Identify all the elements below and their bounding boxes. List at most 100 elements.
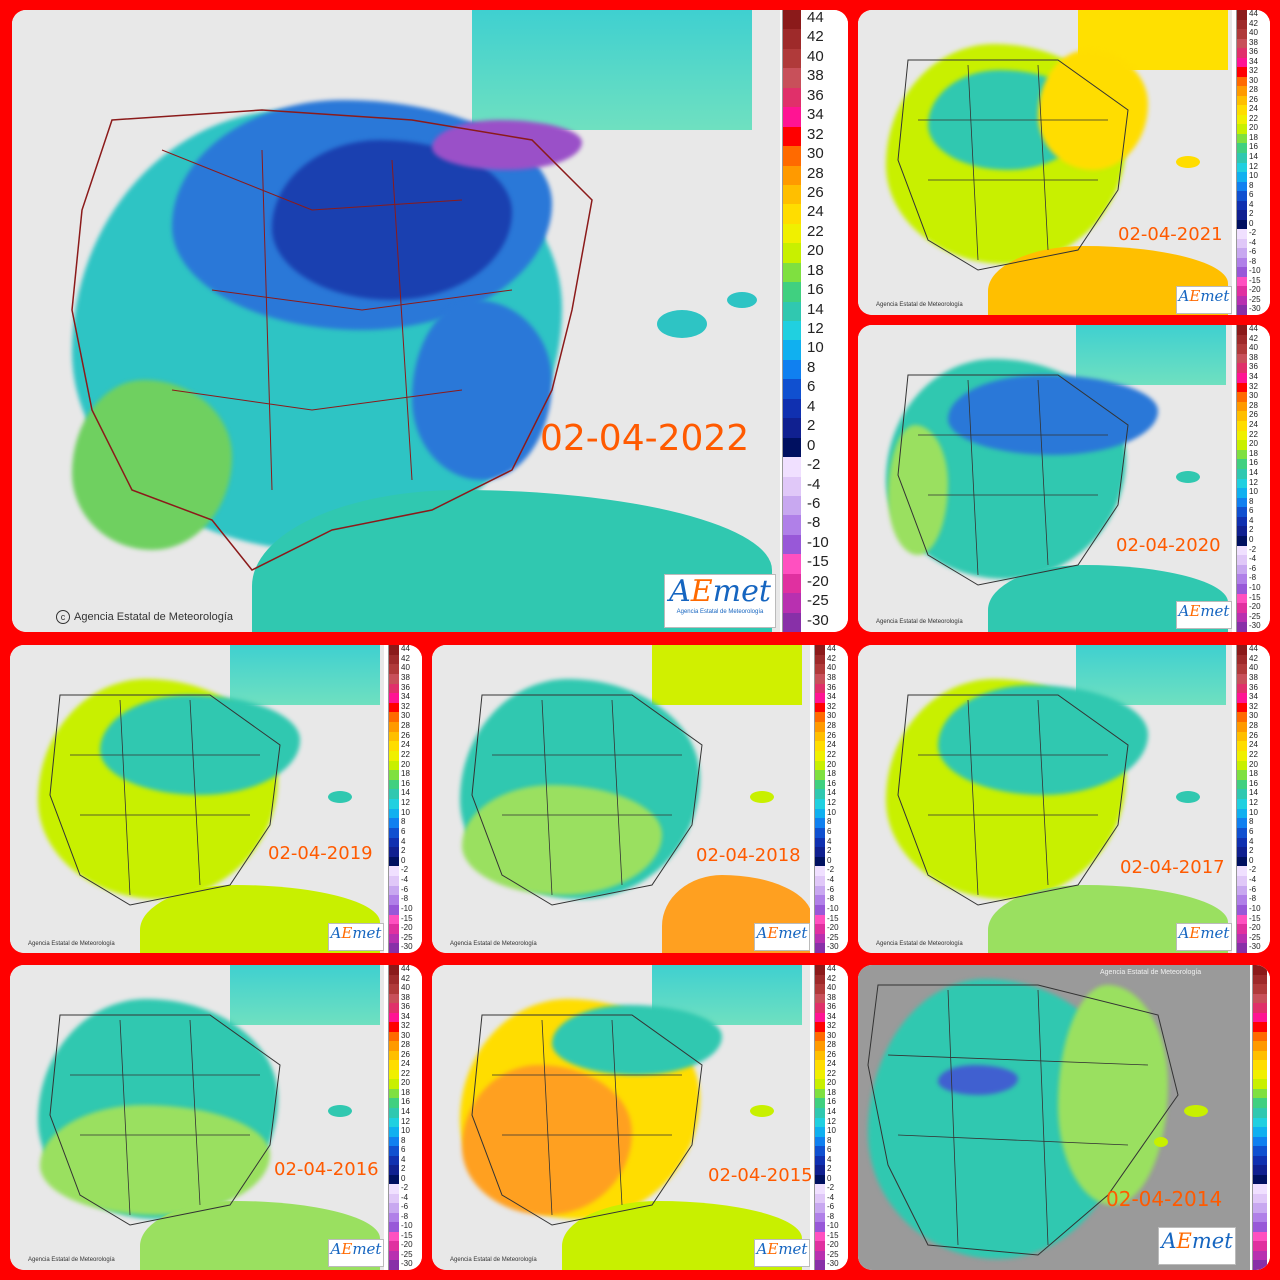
legend-swatch xyxy=(1237,904,1247,915)
legend-tick-label: -4 xyxy=(1249,875,1257,884)
legend-tick-label: 38 xyxy=(401,672,410,682)
legend-tick-label: 40 xyxy=(1249,343,1258,353)
legend-tick-label: 6 xyxy=(827,826,832,836)
legend-swatch xyxy=(389,818,399,829)
legend-swatch xyxy=(1237,19,1247,30)
legend-tick-label: 2 xyxy=(827,1164,832,1174)
province-borders xyxy=(49,1014,281,1226)
legend-tick-label: 0 xyxy=(827,855,832,865)
legend-tick-label: 30 xyxy=(1249,75,1258,85)
legend-tick-label: 22 xyxy=(827,749,836,759)
legend-swatch xyxy=(815,914,825,925)
legend-swatch xyxy=(815,1203,825,1214)
balearic-island xyxy=(328,1105,352,1117)
legend-swatch xyxy=(783,398,801,419)
legend-tick-label: -4 xyxy=(401,1192,409,1202)
legend-tick-label: 16 xyxy=(827,1097,836,1107)
temperature-legend: 44 42 40 38 36 34 32 30 28 26 24 22 20 18 16 14 12 10 8 6 4 2… xyxy=(388,645,422,953)
legend-tick-label: 18 xyxy=(1249,448,1258,458)
legend-swatch xyxy=(1237,257,1247,268)
temperature-legend: 44 42 40 38 36 34 32 30 28 26 24 22 20 18 16 14 12 10 8 6 4 2… xyxy=(1236,10,1270,315)
legend-tick-label: -15 xyxy=(1249,275,1261,285)
legend-swatch xyxy=(1237,267,1247,278)
legend-swatch xyxy=(1253,1165,1267,1176)
legend-swatch xyxy=(1237,664,1247,675)
legend-swatch xyxy=(389,683,399,694)
temperature-area xyxy=(432,120,582,170)
map-panel-2019: Agencia Estatal de Meteorología AEmet 02… xyxy=(10,645,422,953)
legend-swatch xyxy=(389,799,399,809)
legend-swatch xyxy=(783,243,801,264)
legend-swatch xyxy=(389,693,399,704)
legend-swatch xyxy=(389,1031,399,1042)
legend-swatch xyxy=(1237,779,1247,790)
legend-tick-label: 44 xyxy=(827,645,836,653)
legend-tick-label: 44 xyxy=(1249,10,1258,18)
temperature-area xyxy=(462,785,662,895)
legend-tick-label: 10 xyxy=(807,339,824,357)
legend-tick-label: 24 xyxy=(827,740,836,750)
legend-swatch xyxy=(1237,516,1247,527)
map-panel-2021: Agencia Estatal de Meteorología AEmet 02… xyxy=(858,10,1270,315)
legend-swatch xyxy=(815,770,825,781)
legend-swatch xyxy=(1237,712,1247,723)
legend-tick-label: 26 xyxy=(1249,410,1258,420)
temperature-area xyxy=(938,685,1148,795)
legend-tick-label: 44 xyxy=(1249,645,1258,653)
legend-tick-label: 28 xyxy=(827,721,836,730)
aemet-logo: AEmet xyxy=(1176,923,1232,951)
legend-swatch xyxy=(389,1003,399,1014)
temperature-area xyxy=(72,380,232,550)
legend-tick-label: 10 xyxy=(401,807,410,817)
legend-tick-label: 6 xyxy=(401,1145,406,1155)
temperature-area xyxy=(462,1065,632,1215)
copyright-credit: Agencia Estatal de Meteorología xyxy=(876,302,963,308)
legend-tick-label: -20 xyxy=(401,923,413,933)
legend-tick-label: 18 xyxy=(1249,132,1258,142)
legend-tick-label: 8 xyxy=(827,817,832,827)
legend-swatch xyxy=(389,654,399,665)
legend-swatch xyxy=(783,457,801,478)
legend-swatch xyxy=(815,789,825,800)
legend-tick-label: -15 xyxy=(827,1230,839,1240)
legend-swatch xyxy=(1237,468,1247,479)
legend-swatch xyxy=(1237,210,1247,221)
legend-swatch xyxy=(1253,1003,1267,1014)
legend-swatch xyxy=(1237,760,1247,771)
legend-swatch xyxy=(815,1060,825,1071)
province-borders xyxy=(867,984,1179,1256)
aemet-logo: AEmet xyxy=(754,1239,810,1267)
legend-swatch xyxy=(1253,1127,1267,1138)
legend-tick-label: 38 xyxy=(807,67,824,85)
copyright-credit: Agencia Estatal de Meteorología xyxy=(876,941,963,947)
legend-tick-label: 42 xyxy=(1249,333,1258,343)
legend-swatch xyxy=(815,1155,825,1166)
legend-tick-label: -30 xyxy=(1249,942,1261,952)
legend-swatch xyxy=(1253,1069,1267,1080)
legend-swatch xyxy=(1253,974,1267,985)
legend-swatch xyxy=(1237,430,1247,441)
copyright-credit: Agencia Estatal de Meteorología xyxy=(876,619,963,625)
legend-tick-label: 2 xyxy=(401,846,406,856)
legend-tick-label: -2 xyxy=(1249,228,1257,238)
balearic-island xyxy=(727,292,757,308)
map-panel-2014: Agencia Estatal de Meteorología AEmet 02… xyxy=(858,965,1270,1270)
sea-area xyxy=(472,10,752,130)
legend-swatch xyxy=(389,1107,399,1118)
legend-swatch xyxy=(783,379,801,400)
legend-swatch xyxy=(1237,799,1247,809)
legend-tick-label: 38 xyxy=(401,992,410,1002)
legend-swatch xyxy=(815,866,825,877)
legend-tick-label: 4 xyxy=(1249,836,1254,846)
legend-tick-label: 30 xyxy=(1249,711,1258,721)
legend-tick-label: 44 xyxy=(827,965,836,973)
legend-swatch xyxy=(1253,1193,1267,1204)
legend-swatch xyxy=(783,126,801,147)
legend-swatch xyxy=(1237,95,1247,106)
legend-swatch xyxy=(389,722,399,732)
legend-tick-label: 6 xyxy=(807,378,816,396)
legend-swatch xyxy=(815,683,825,694)
legend-swatch xyxy=(1237,603,1247,614)
legend-swatch xyxy=(1237,295,1247,306)
legend-swatch xyxy=(783,437,801,458)
